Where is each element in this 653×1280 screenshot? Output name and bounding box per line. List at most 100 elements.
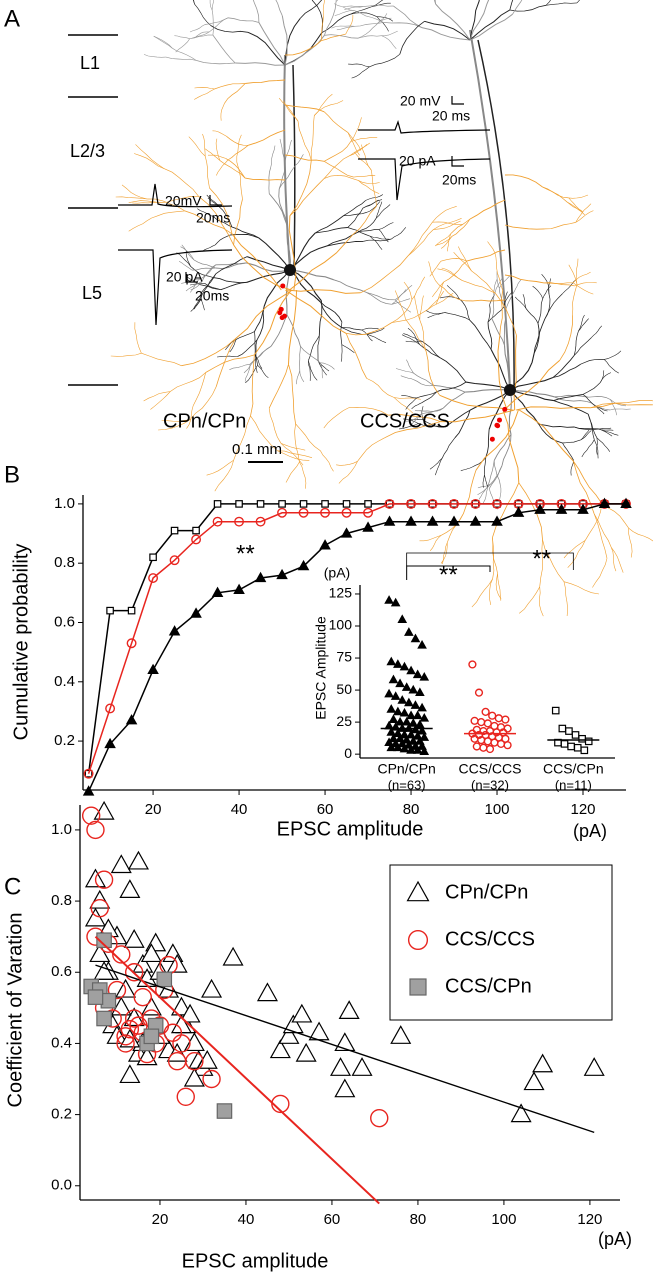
dendrite	[568, 197, 583, 212]
dendrite	[427, 292, 454, 310]
dendrite	[432, 206, 457, 223]
dendrite	[433, 0, 436, 5]
dendrite	[466, 249, 506, 262]
dendrite	[319, 362, 324, 379]
dendrite	[493, 434, 512, 461]
dendrite	[469, 0, 480, 41]
marker	[386, 656, 397, 666]
trace-scale: 20ms	[442, 172, 476, 188]
dendrite	[278, 168, 294, 189]
layer-label: L5	[82, 283, 102, 303]
dendrite	[213, 277, 247, 284]
dendrite	[376, 204, 391, 219]
dendrite	[253, 289, 292, 356]
dendrite	[200, 292, 205, 311]
marker	[384, 498, 395, 509]
dendrite	[320, 362, 335, 370]
marker	[584, 737, 593, 746]
dendrite	[214, 83, 246, 90]
dendrite	[576, 0, 580, 4]
dendrite	[410, 413, 422, 427]
dendrite	[193, 292, 202, 310]
dendrite	[320, 16, 324, 41]
dendrite	[465, 299, 506, 302]
marker	[388, 674, 399, 684]
dendrite	[194, 88, 215, 100]
marker	[472, 742, 481, 751]
dendrite	[441, 437, 456, 459]
dendrite	[610, 399, 627, 407]
dendrite	[204, 148, 220, 161]
synapse	[496, 417, 502, 423]
dendrite	[191, 267, 216, 271]
dendrite	[254, 354, 263, 369]
dendrite	[499, 290, 504, 337]
marker	[388, 714, 399, 723]
dendrite	[336, 26, 355, 31]
marker	[295, 1042, 317, 1062]
dendrite	[347, 132, 360, 156]
marker	[412, 710, 423, 720]
panel-label: A	[4, 5, 20, 32]
marker	[320, 507, 330, 518]
dendrite	[252, 345, 272, 363]
dendrite	[504, 224, 545, 230]
soma	[284, 264, 296, 276]
category-label: CCS/CPn	[543, 761, 604, 777]
dendrite	[229, 363, 251, 370]
dendrite	[285, 289, 347, 334]
dendrite	[495, 573, 502, 600]
marker	[560, 740, 569, 748]
dendrite	[405, 340, 423, 343]
marker	[119, 1064, 141, 1084]
dendrite	[545, 0, 551, 6]
marker	[510, 1103, 532, 1123]
marker	[143, 1028, 160, 1045]
dendrite	[490, 465, 503, 485]
marker	[494, 714, 503, 723]
dendrite	[351, 66, 370, 79]
dendrite	[340, 344, 343, 362]
dendrite	[533, 318, 546, 354]
y-tick-label: 0.8	[54, 554, 75, 571]
dendrite	[394, 290, 406, 320]
dendrite	[421, 391, 438, 403]
dendrite	[128, 217, 152, 232]
dendrite	[469, 319, 492, 350]
marker	[190, 607, 202, 618]
y-tick-label: 1.0	[51, 821, 72, 838]
dendrite	[258, 22, 286, 66]
marker	[583, 1057, 605, 1076]
dendrite	[371, 170, 377, 207]
dendrite	[312, 1, 323, 33]
dendrite	[399, 20, 425, 55]
current-trace	[358, 158, 491, 201]
dendrite	[258, 237, 291, 271]
dendrite	[185, 250, 191, 267]
dendrite	[512, 0, 523, 15]
dendrite	[544, 222, 576, 230]
dendrite	[413, 372, 434, 386]
dendrite	[172, 47, 197, 61]
marker	[254, 571, 267, 583]
dendrite	[419, 295, 424, 321]
dendrite	[509, 0, 514, 11]
dendrite	[628, 528, 633, 558]
marker	[399, 707, 410, 717]
dendrite	[366, 333, 387, 343]
category-label: CCS/CCS	[458, 761, 521, 777]
marker	[565, 727, 573, 735]
dendrite	[256, 306, 265, 341]
dendrite	[268, 408, 282, 444]
dendrite	[363, 238, 392, 242]
dendrite	[322, 0, 325, 17]
dendrite	[578, 314, 585, 332]
dendrite	[189, 386, 217, 421]
dendrite	[438, 284, 466, 302]
dendrite	[286, 225, 291, 271]
dendrite	[381, 35, 397, 49]
dendrite	[444, 312, 470, 321]
dendrite	[227, 145, 249, 161]
marker	[426, 515, 439, 526]
marker	[278, 500, 286, 508]
